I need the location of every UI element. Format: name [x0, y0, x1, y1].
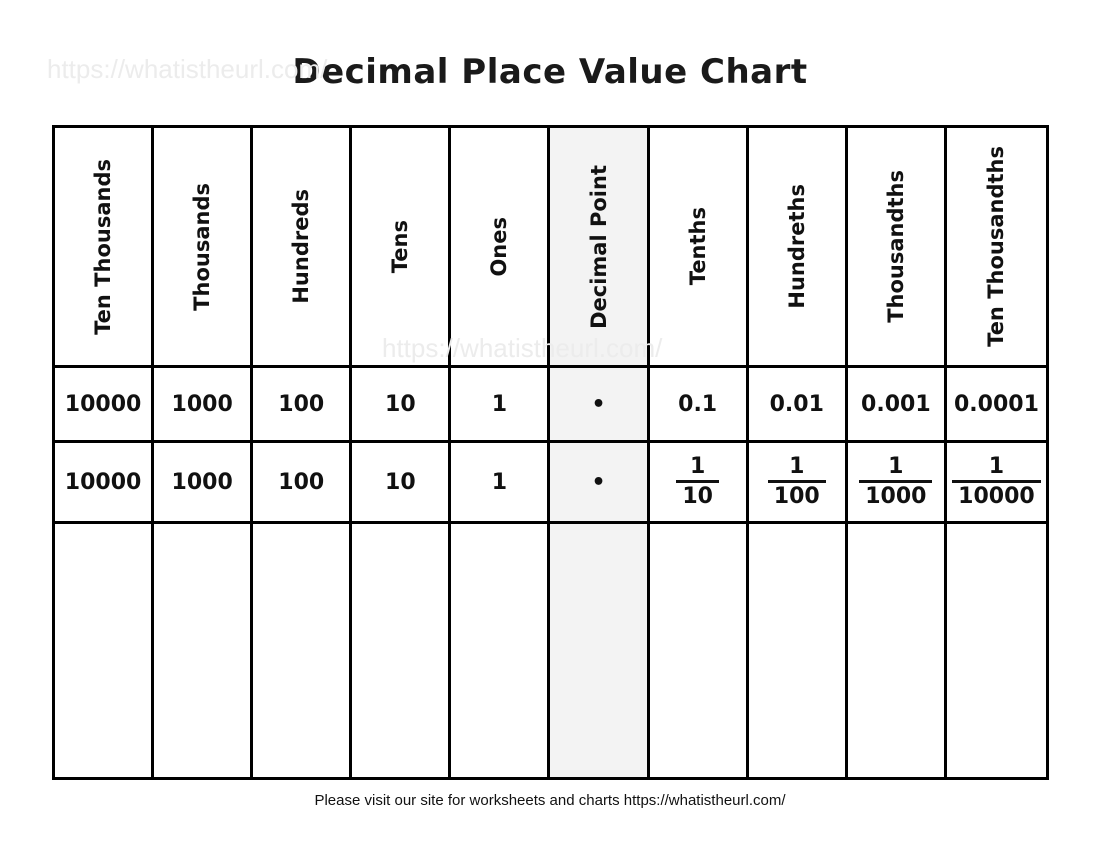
decimal-value-cell: 0.1 [649, 368, 749, 443]
column-header-label: Ten Thousands [91, 158, 116, 335]
decimal-value-cell: 100 [253, 368, 353, 443]
decimal-value-cell: 0.001 [847, 368, 947, 443]
fraction: 1 100 [767, 454, 826, 508]
column-header-label: Decimal Point [586, 164, 611, 329]
numerator: 1 [689, 454, 706, 479]
empty-cell [451, 524, 551, 777]
column-header-label: Thousands [190, 182, 215, 311]
empty-cell [352, 524, 452, 777]
fraction-value-cell: 10 [352, 443, 452, 524]
page-title: Decimal Place Value Chart [292, 52, 808, 92]
decimal-value-cell: • [550, 368, 650, 443]
fraction-value-cell: 1000 [154, 443, 254, 524]
fraction-value-cell: 1 10000 [946, 443, 1046, 524]
column-header-label: Tens [388, 219, 413, 274]
footer-text: Please visit our site for worksheets and… [314, 792, 786, 809]
empty-cell [848, 524, 947, 777]
place-value-table: Ten Thousands Thousands Hundreds Tens Ones De… [52, 125, 1049, 780]
column-header: Hundreds [253, 128, 353, 368]
column-header-label: Hundreds [289, 189, 314, 304]
watermark: https://whatistheurl.com/ [47, 54, 328, 84]
column-header-label: Ones [487, 216, 512, 277]
column-header: Decimal Point [550, 128, 650, 368]
fraction-value-cell: 1 10 [649, 443, 749, 524]
numerator: 1 [888, 454, 904, 479]
fraction: 1 1000 [859, 454, 933, 508]
fraction-value-cell: • [550, 443, 650, 524]
denominator: 10 [676, 480, 719, 508]
column-header: Ones [451, 128, 551, 368]
decimal-value-cell: 0.0001 [946, 368, 1046, 443]
column-header: Ten Thousandths [946, 128, 1046, 368]
column-header: Thousandths [847, 128, 947, 368]
fraction-value-cell: 10000 [55, 443, 155, 524]
decimal-value-cell: 1000 [154, 368, 254, 443]
decimal-value-cell: 0.01 [748, 368, 848, 443]
fraction-value-cell: 100 [253, 443, 353, 524]
empty-cell [650, 524, 749, 777]
watermark: https://whatistheurl.com/ [382, 333, 663, 363]
empty-cell [253, 524, 353, 777]
decimal-value-cell: 1 [451, 368, 551, 443]
fraction-value-cell: 1 100 [748, 443, 848, 524]
decimal-value-cell: 10 [352, 368, 452, 443]
decimal-value-cell: 10000 [55, 368, 155, 443]
fraction: 1 10 [676, 456, 719, 508]
column-header: Thousands [154, 128, 254, 368]
denominator: 1000 [859, 480, 933, 508]
numerator: 1 [789, 454, 805, 479]
denominator: 100 [767, 480, 826, 508]
fraction-value-cell: 1 [451, 443, 551, 524]
column-header: Tenths [649, 128, 749, 368]
column-header: Tens [352, 128, 452, 368]
empty-cell [154, 524, 254, 777]
column-header: Hundreths [748, 128, 848, 368]
fraction-value-cell: 1 1000 [847, 443, 947, 524]
numerator: 1 [988, 454, 1005, 479]
column-header-label: Tenths [685, 207, 710, 286]
fraction: 1 10000 [952, 456, 1041, 508]
denominator: 10000 [952, 480, 1041, 508]
column-header-label: Hundreths [784, 184, 809, 309]
empty-cell [749, 524, 848, 777]
empty-cell [550, 524, 650, 777]
column-header: Ten Thousands [55, 128, 155, 368]
empty-cell [947, 524, 1046, 777]
empty-cell [55, 524, 155, 777]
column-header-label: Thousandths [883, 170, 908, 323]
column-header-label: Ten Thousandths [984, 146, 1009, 347]
